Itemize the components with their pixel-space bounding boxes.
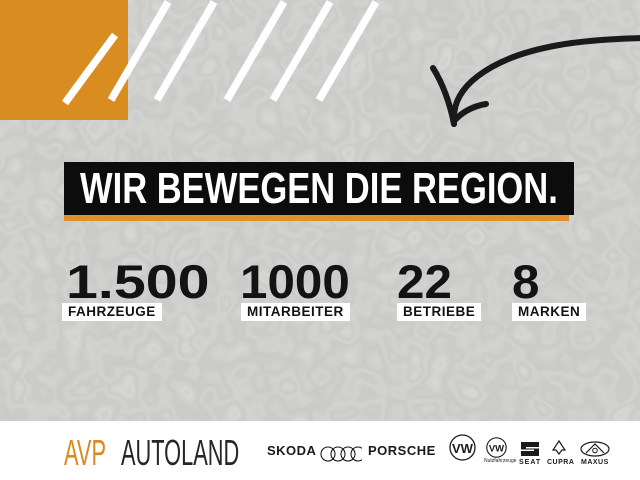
svg-text:VW: VW [452,441,474,456]
svg-text:VW: VW [489,444,504,455]
